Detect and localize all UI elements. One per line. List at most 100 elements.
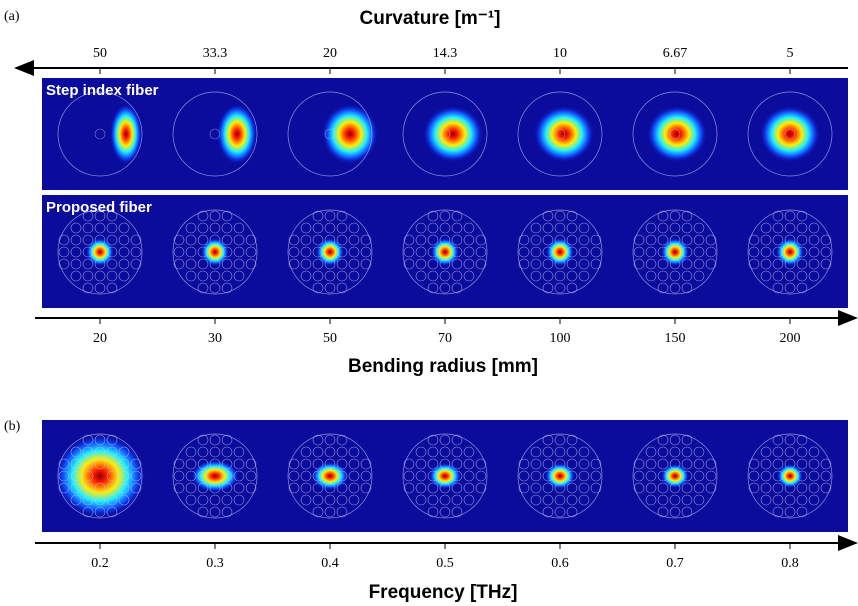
air-hole <box>209 494 221 506</box>
air-hole <box>590 470 602 482</box>
air-hole <box>221 494 233 506</box>
air-hole <box>360 234 372 246</box>
air-hole <box>645 258 657 270</box>
air-hole <box>681 234 693 246</box>
mode-field <box>322 104 378 164</box>
air-hole <box>808 270 820 282</box>
air-hole <box>451 210 463 222</box>
air-hole <box>760 482 772 494</box>
core <box>669 128 681 140</box>
fiber-outline <box>632 91 718 177</box>
air-hole <box>705 234 717 246</box>
air-hole <box>300 222 312 234</box>
air-hole <box>221 210 233 222</box>
air-hole <box>796 506 808 518</box>
air-hole <box>427 222 439 234</box>
air-hole <box>233 446 245 458</box>
air-hole <box>324 458 336 470</box>
air-hole <box>312 494 324 506</box>
air-hole <box>300 270 312 282</box>
air-hole <box>772 434 784 446</box>
air-hole <box>669 210 681 222</box>
air-hole <box>590 246 602 258</box>
air-hole <box>336 222 348 234</box>
air-hole <box>439 222 451 234</box>
air-hole <box>760 270 772 282</box>
air-hole <box>94 494 106 506</box>
air-hole <box>209 234 221 246</box>
tick-label: 20 <box>93 331 107 346</box>
air-hole <box>197 434 209 446</box>
air-hole <box>118 258 130 270</box>
air-hole <box>185 270 197 282</box>
air-hole <box>681 446 693 458</box>
tick-label: 200 <box>780 331 801 346</box>
tick-label: 0.3 <box>206 556 224 571</box>
air-hole <box>336 210 348 222</box>
air-hole <box>118 270 130 282</box>
air-hole <box>197 210 209 222</box>
air-hole <box>185 222 197 234</box>
air-hole <box>578 446 590 458</box>
air-hole <box>681 434 693 446</box>
fiber-outline <box>287 209 373 295</box>
air-hole <box>106 270 118 282</box>
air-hole <box>106 282 118 294</box>
air-hole <box>705 258 717 270</box>
air-hole <box>288 458 300 470</box>
air-hole <box>348 234 360 246</box>
air-hole <box>245 470 257 482</box>
tick-label: 14.3 <box>433 46 458 61</box>
air-hole <box>336 446 348 458</box>
air-hole <box>542 470 554 482</box>
air-hole <box>336 482 348 494</box>
air-hole <box>312 446 324 458</box>
air-hole <box>324 282 336 294</box>
unit-text: [THz] <box>470 582 517 603</box>
air-hole <box>312 434 324 446</box>
air-hole <box>554 446 566 458</box>
air-hole <box>463 270 475 282</box>
air-hole <box>451 222 463 234</box>
air-hole <box>590 482 602 494</box>
air-hole <box>197 270 209 282</box>
air-hole <box>669 506 681 518</box>
air-hole <box>233 234 245 246</box>
air-hole <box>475 482 487 494</box>
air-hole <box>197 222 209 234</box>
air-hole <box>70 270 82 282</box>
air-hole <box>748 470 760 482</box>
air-hole <box>312 210 324 222</box>
air-hole <box>808 494 820 506</box>
air-hole <box>645 222 657 234</box>
air-hole <box>796 222 808 234</box>
air-hole <box>82 482 94 494</box>
air-hole <box>808 470 820 482</box>
air-hole <box>245 258 257 270</box>
air-hole <box>669 282 681 294</box>
air-hole <box>681 270 693 282</box>
air-hole <box>645 234 657 246</box>
air-hole <box>439 270 451 282</box>
air-hole <box>106 446 118 458</box>
mode-field <box>534 106 594 162</box>
air-hole <box>518 482 530 494</box>
air-hole <box>530 234 542 246</box>
fiber-outline <box>517 91 603 177</box>
air-hole <box>58 470 70 482</box>
air-hole <box>82 494 94 506</box>
air-hole <box>681 258 693 270</box>
fiber-outline <box>402 91 488 177</box>
air-hole <box>300 234 312 246</box>
fiber-outline <box>632 433 718 519</box>
air-hole <box>796 282 808 294</box>
air-hole <box>681 482 693 494</box>
air-hole <box>542 282 554 294</box>
air-hole <box>415 270 427 282</box>
air-hole <box>403 470 415 482</box>
air-hole <box>554 258 566 270</box>
air-hole <box>669 458 681 470</box>
mode-field <box>312 462 348 490</box>
air-hole <box>808 222 820 234</box>
air-hole <box>772 270 784 282</box>
